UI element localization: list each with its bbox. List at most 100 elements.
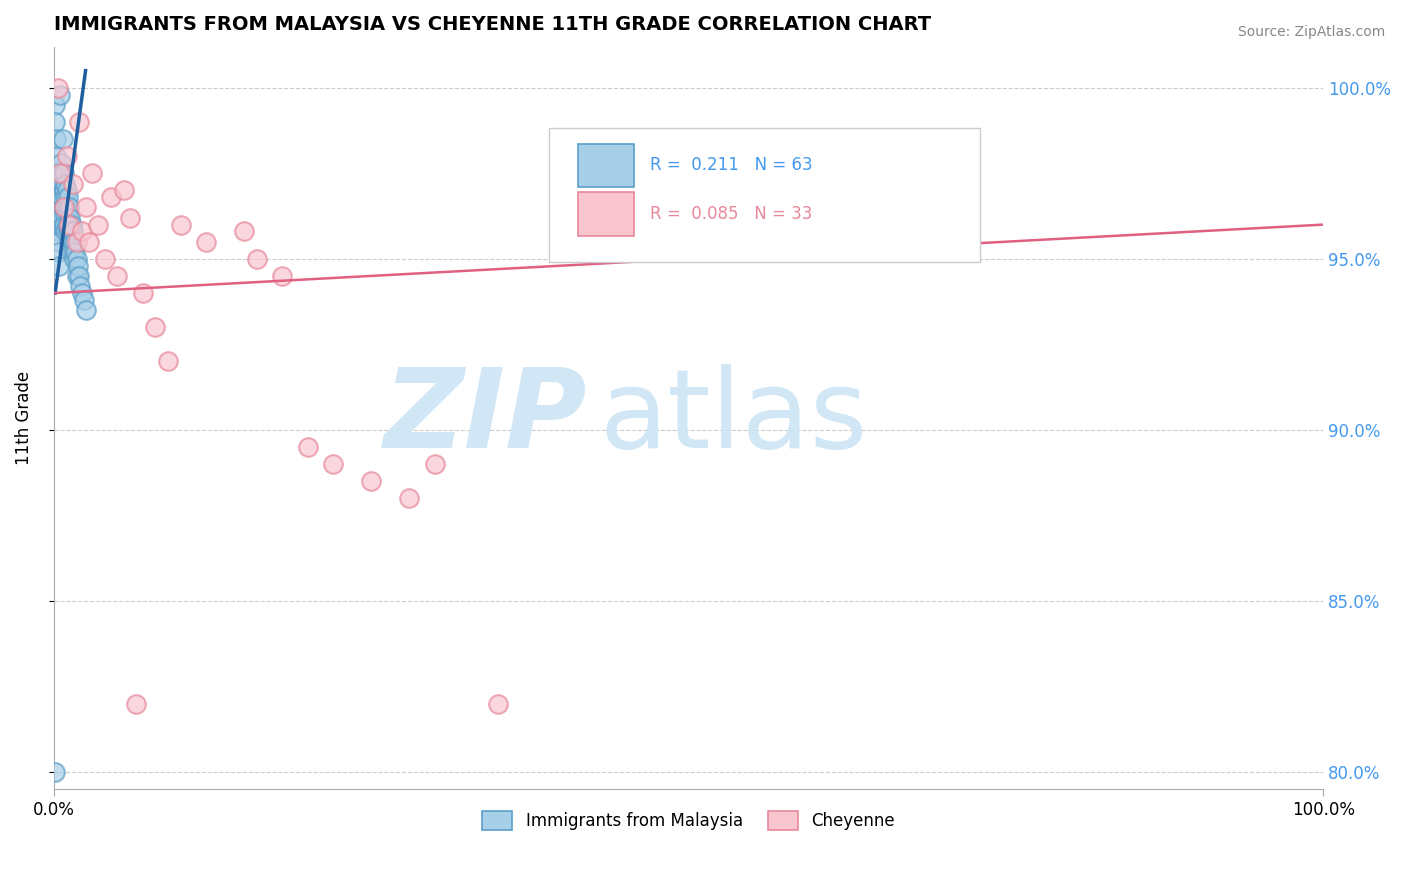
- Point: [51, 156, 73, 170]
- Point: [100, 190, 122, 204]
- Text: R =  0.085   N = 33: R = 0.085 N = 33: [651, 205, 813, 223]
- Point: [66, 259, 89, 273]
- Point: [58, 218, 80, 232]
- Point: [55, 201, 77, 215]
- Point: [360, 475, 382, 489]
- Point: [52, 166, 75, 180]
- Point: [49, 166, 72, 180]
- Point: [49, 166, 72, 180]
- Point: [423, 457, 446, 471]
- Point: [62, 177, 84, 191]
- Point: [52, 218, 75, 232]
- Text: atlas: atlas: [599, 365, 868, 472]
- Point: [55, 218, 77, 232]
- Point: [53, 207, 76, 221]
- Point: [48, 244, 70, 259]
- Point: [112, 183, 135, 197]
- Point: [93, 252, 115, 266]
- Point: [322, 457, 344, 471]
- Point: [105, 268, 128, 283]
- Point: [297, 440, 319, 454]
- Point: [80, 166, 103, 180]
- Point: [46, 183, 69, 197]
- FancyBboxPatch shape: [578, 144, 634, 187]
- Point: [52, 132, 75, 146]
- Point: [53, 224, 76, 238]
- Point: [59, 242, 82, 256]
- Point: [58, 218, 80, 232]
- FancyBboxPatch shape: [578, 192, 634, 235]
- Point: [63, 235, 86, 249]
- Point: [246, 252, 269, 266]
- Point: [75, 303, 97, 318]
- Point: [59, 224, 82, 238]
- Point: [46, 190, 69, 204]
- Point: [56, 207, 79, 221]
- Point: [233, 224, 256, 238]
- Legend: Immigrants from Malaysia, Cheyenne: Immigrants from Malaysia, Cheyenne: [475, 804, 901, 837]
- Point: [49, 87, 72, 102]
- Point: [145, 320, 167, 334]
- Point: [66, 252, 89, 266]
- Point: [45, 149, 67, 163]
- Text: ZIP: ZIP: [384, 365, 586, 472]
- Point: [67, 115, 90, 129]
- Point: [58, 201, 80, 215]
- Point: [52, 201, 75, 215]
- Point: [45, 132, 67, 146]
- Point: [56, 224, 79, 238]
- Y-axis label: 11th Grade: 11th Grade: [15, 371, 32, 465]
- Point: [48, 235, 70, 249]
- Point: [157, 354, 180, 368]
- Point: [49, 183, 72, 197]
- Point: [60, 235, 83, 249]
- Point: [59, 211, 82, 225]
- Point: [66, 235, 89, 249]
- Point: [53, 177, 76, 191]
- Point: [55, 183, 77, 197]
- Point: [49, 201, 72, 215]
- FancyBboxPatch shape: [548, 128, 980, 262]
- Point: [170, 218, 193, 232]
- Point: [73, 293, 96, 307]
- Point: [45, 166, 67, 180]
- Text: IMMIGRANTS FROM MALAYSIA VS CHEYENNE 11TH GRADE CORRELATION CHART: IMMIGRANTS FROM MALAYSIA VS CHEYENNE 11T…: [53, 15, 931, 34]
- Point: [51, 177, 73, 191]
- Point: [63, 252, 86, 266]
- Point: [53, 201, 76, 215]
- Point: [398, 491, 420, 506]
- Point: [486, 697, 509, 711]
- Point: [48, 259, 70, 273]
- Point: [125, 697, 148, 711]
- Text: Source: ZipAtlas.com: Source: ZipAtlas.com: [1237, 25, 1385, 39]
- Point: [53, 218, 76, 232]
- Point: [53, 201, 76, 215]
- Point: [70, 286, 93, 301]
- Point: [55, 149, 77, 163]
- Point: [62, 224, 84, 238]
- Point: [58, 235, 80, 249]
- Point: [75, 201, 97, 215]
- Point: [79, 235, 101, 249]
- Point: [66, 268, 89, 283]
- Point: [46, 201, 69, 215]
- Point: [48, 224, 70, 238]
- Point: [118, 211, 141, 225]
- Point: [131, 286, 153, 301]
- Point: [70, 224, 93, 238]
- Point: [53, 183, 76, 197]
- Point: [67, 268, 90, 283]
- Point: [49, 218, 72, 232]
- Text: R =  0.211   N = 63: R = 0.211 N = 63: [651, 156, 813, 175]
- Point: [53, 166, 76, 180]
- Point: [65, 244, 87, 259]
- Point: [62, 242, 84, 256]
- Point: [60, 218, 83, 232]
- Point: [44, 765, 66, 780]
- Point: [44, 98, 66, 112]
- Point: [87, 218, 110, 232]
- Point: [53, 190, 76, 204]
- Point: [46, 218, 69, 232]
- Point: [51, 211, 73, 225]
- Point: [46, 80, 69, 95]
